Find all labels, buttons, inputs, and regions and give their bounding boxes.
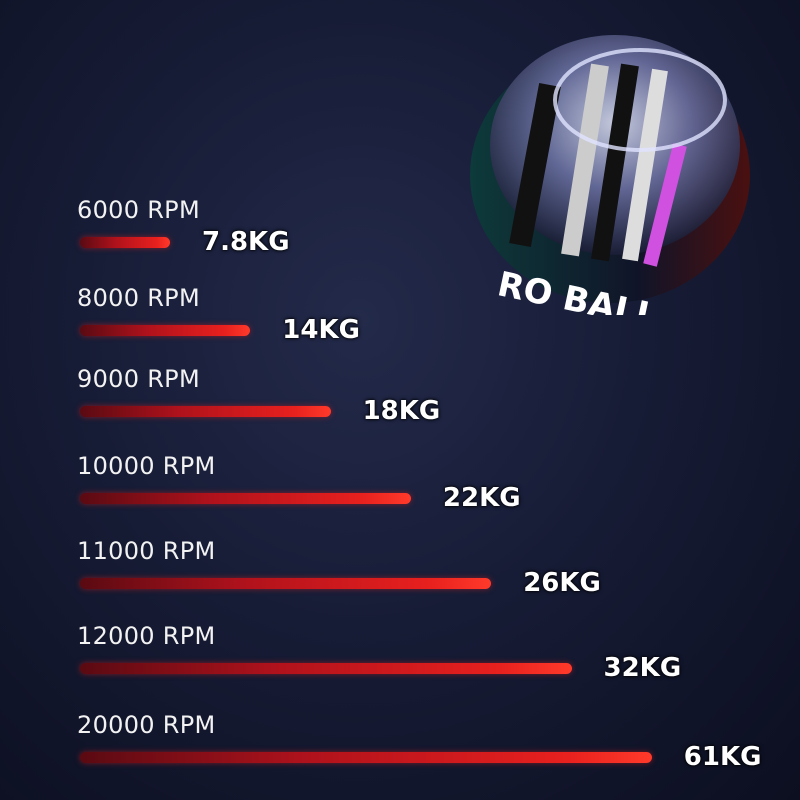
rpm-label: 11000 RPM xyxy=(77,537,216,565)
bar xyxy=(80,752,652,763)
weight-label: 14KG xyxy=(282,315,360,345)
rpm-label: 6000 RPM xyxy=(77,196,200,224)
rpm-label: 20000 RPM xyxy=(77,711,216,739)
bar xyxy=(80,578,492,589)
weight-label: 32KG xyxy=(603,653,682,683)
weight-label: 61KG xyxy=(683,742,762,772)
bar xyxy=(80,406,331,417)
rpm-label: 10000 RPM xyxy=(77,452,216,480)
bar xyxy=(80,237,170,248)
rpm-label: 8000 RPM xyxy=(77,284,200,312)
rpm-label: 12000 RPM xyxy=(77,622,216,650)
weight-label: 26KG xyxy=(523,568,601,598)
bar xyxy=(80,663,572,674)
gyro-ball-product-image: RO BALL xyxy=(460,25,760,337)
weight-label: 22KG xyxy=(442,483,521,513)
weight-label: 7.8KG xyxy=(202,227,290,257)
bar xyxy=(80,493,411,504)
weight-label: 18KG xyxy=(362,396,441,426)
rpm-label: 9000 RPM xyxy=(77,365,200,393)
bar xyxy=(80,325,251,336)
